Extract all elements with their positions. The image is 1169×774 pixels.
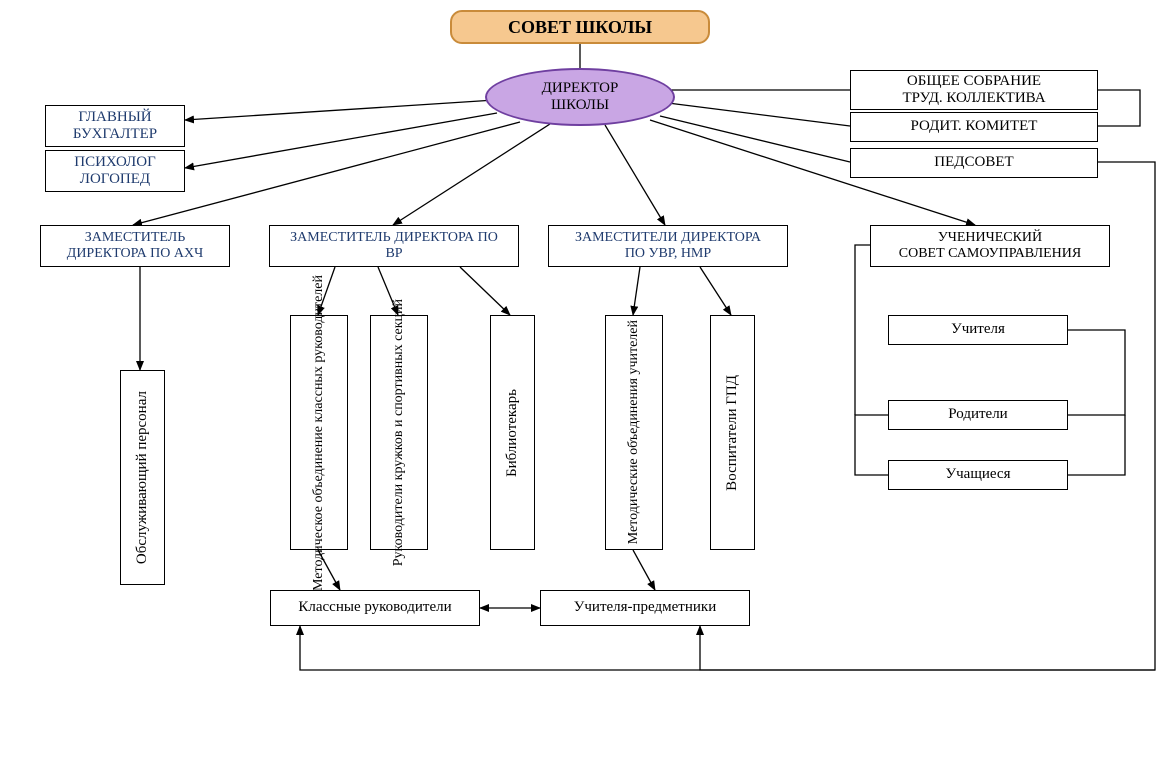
edge-23: [1068, 415, 1125, 475]
node-label: ЗАМЕСТИТЕЛЬДИРЕКТОРА ПО АХЧ: [67, 230, 203, 262]
node-label: Учителя: [951, 321, 1005, 338]
node-label: РОДИТ. КОМИТЕТ: [911, 118, 1038, 135]
node-student: УЧЕНИЧЕСКИЙСОВЕТ САМОУПРАВЛЕНИЯ: [870, 225, 1110, 267]
edge-6: [133, 122, 520, 225]
edge-13: [460, 267, 510, 315]
node-mo_teach: Методические объединения учителей: [605, 315, 663, 550]
node-gpd: Воспитатели ГПД: [710, 315, 755, 550]
edge-7: [393, 124, 550, 225]
node-label: Учителя-предметники: [574, 599, 716, 616]
node-label: Руководители кружков и спортивных секций: [391, 299, 407, 566]
org-chart: СОВЕТ ШКОЛЫ ДИРЕКТОРШКОЛЫ ГЛАВНЫЙБУХГАЛТЕР…: [0, 0, 1169, 774]
edge-1: [185, 100, 495, 120]
node-buh: ГЛАВНЫЙБУХГАЛТЕР: [45, 105, 185, 147]
node-label: Библиотекарь: [504, 389, 521, 477]
node-label: СОВЕТ ШКОЛЫ: [508, 17, 652, 38]
node-label: Методическое объединение классных руково…: [311, 275, 327, 591]
node-label: ПСИХОЛОГЛОГОПЕД: [74, 154, 156, 189]
node-label: Методические объединения учителей: [626, 320, 642, 544]
node-label: Обслуживающий персонал: [134, 391, 151, 564]
node-director: ДИРЕКТОРШКОЛЫ: [485, 68, 675, 126]
node-biblio: Библиотекарь: [490, 315, 535, 550]
node-label: ЗАМЕСТИТЕЛЬ ДИРЕКТОРА ПОВР: [290, 230, 498, 262]
edge-15: [700, 267, 731, 315]
node-title: СОВЕТ ШКОЛЫ: [450, 10, 710, 44]
node-teachers: Учителя: [888, 315, 1068, 345]
node-meeting: ОБЩЕЕ СОБРАНИЕТРУД. КОЛЛЕКТИВА: [850, 70, 1098, 110]
edge-21: [700, 626, 1155, 670]
node-klassruk: Классные руководители: [270, 590, 480, 626]
node-label: УЧЕНИЧЕСКИЙСОВЕТ САМОУПРАВЛЕНИЯ: [899, 230, 1081, 262]
node-label: Учащиеся: [946, 466, 1011, 483]
node-mo_klass: Методическое объединение классных руково…: [290, 315, 348, 550]
node-kruzhki: Руководители кружков и спортивных секций: [370, 315, 428, 550]
node-label: ДИРЕКТОРШКОЛЫ: [542, 80, 619, 115]
node-predmet: Учителя-предметники: [540, 590, 750, 626]
node-label: ГЛАВНЫЙБУХГАЛТЕР: [73, 109, 157, 144]
node-students: Учащиеся: [888, 460, 1068, 490]
node-psych: ПСИХОЛОГЛОГОПЕД: [45, 150, 185, 192]
node-pedsovet: ПЕДСОВЕТ: [850, 148, 1098, 178]
node-label: Родители: [948, 406, 1007, 423]
node-label: ЗАМЕСТИТЕЛИ ДИРЕКТОРАПО УВР, НМР: [575, 230, 761, 262]
edge-19: [1098, 90, 1140, 126]
node-parentcom: РОДИТ. КОМИТЕТ: [850, 112, 1098, 142]
edge-5: [660, 116, 850, 162]
node-label: ПЕДСОВЕТ: [934, 154, 1013, 171]
edge-25: [855, 245, 870, 415]
edge-24: [855, 415, 888, 475]
node-label: Классные руководители: [298, 599, 451, 616]
node-zam_ahch: ЗАМЕСТИТЕЛЬДИРЕКТОРА ПО АХЧ: [40, 225, 230, 267]
edge-22: [1068, 330, 1125, 415]
node-label: ОБЩЕЕ СОБРАНИЕТРУД. КОЛЛЕКТИВА: [902, 73, 1045, 108]
node-parents: Родители: [888, 400, 1068, 430]
node-label: Воспитатели ГПД: [724, 375, 741, 491]
edge-17: [633, 550, 655, 590]
node-zam_uvr: ЗАМЕСТИТЕЛИ ДИРЕКТОРАПО УВР, НМР: [548, 225, 788, 267]
edge-14: [633, 267, 640, 315]
node-zam_vr: ЗАМЕСТИТЕЛЬ ДИРЕКТОРА ПОВР: [269, 225, 519, 267]
edge-4: [668, 103, 850, 126]
node-service: Обслуживающий персонал: [120, 370, 165, 585]
edge-8: [605, 125, 665, 225]
edge-2: [185, 113, 497, 168]
